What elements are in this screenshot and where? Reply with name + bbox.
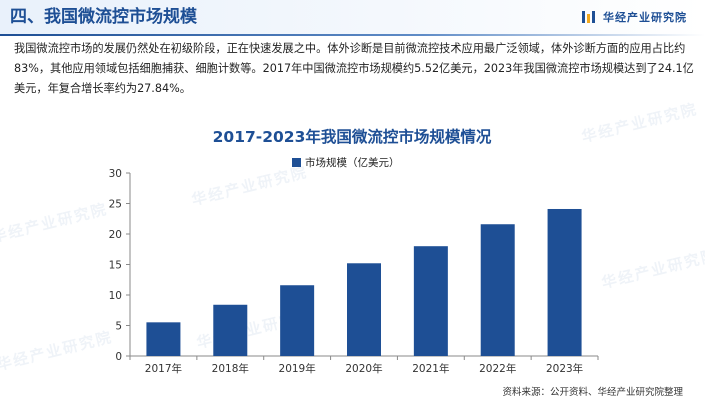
- bar-2022年: [480, 224, 515, 356]
- y-tick-label: 15: [109, 260, 122, 272]
- brand: 华经产业研究院: [582, 9, 687, 25]
- y-tick-label: 30: [109, 168, 122, 180]
- source-note: 资料来源：公开资料、华经产业研究院整理: [502, 387, 683, 398]
- y-tick-label: 25: [109, 199, 122, 211]
- page-title: 四、我国微流控市场规模: [10, 7, 197, 27]
- x-tick-label: 2022年: [479, 362, 516, 375]
- bar-2018年: [213, 304, 248, 356]
- brand-name: 华经产业研究院: [603, 11, 687, 24]
- x-tick-label: 2018年: [212, 362, 249, 375]
- x-tick-label: 2017年: [145, 362, 182, 375]
- bar-2021年: [413, 246, 448, 356]
- brand-logo-icon: [582, 11, 595, 23]
- x-tick-label: 2020年: [345, 362, 382, 375]
- bar-2023年: [547, 208, 582, 356]
- chart-title: 2017-2023年我国微流控市场规模情况: [213, 127, 492, 146]
- legend-swatch: [292, 158, 301, 167]
- intro-paragraph: 我国微流控市场的发展仍然处在初级阶段，正在快速发展之中。体外诊断是目前微流控技术…: [14, 42, 694, 95]
- bar-2017年: [146, 322, 181, 356]
- x-tick-label: 2023年: [546, 362, 583, 375]
- y-tick-label: 10: [109, 290, 122, 302]
- x-tick-label: 2019年: [279, 362, 316, 375]
- y-tick-label: 20: [109, 229, 122, 241]
- y-tick-label: 5: [115, 321, 122, 333]
- header-divider: [0, 34, 705, 36]
- x-tick-label: 2021年: [412, 362, 449, 375]
- bar-2019年: [280, 285, 315, 356]
- legend-label: 市场规模（亿美元）: [305, 156, 400, 169]
- y-tick-label: 0: [115, 351, 122, 363]
- bar-2020年: [347, 263, 381, 356]
